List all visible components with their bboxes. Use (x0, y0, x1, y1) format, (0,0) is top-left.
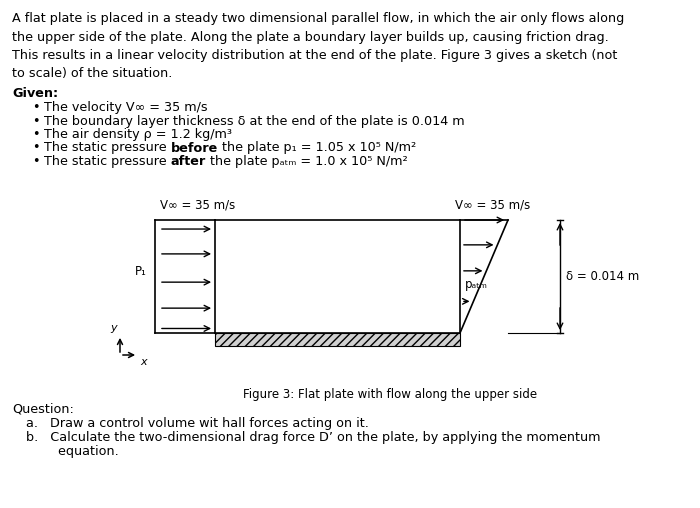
Text: equation.: equation. (26, 445, 119, 458)
Text: δ = 0.014 m: δ = 0.014 m (566, 270, 639, 283)
Text: •: • (32, 101, 39, 114)
Text: V∞ = 35 m/s: V∞ = 35 m/s (455, 199, 531, 212)
Text: •: • (32, 128, 39, 141)
Text: •: • (32, 142, 39, 154)
Text: •: • (32, 114, 39, 128)
Text: V∞ = 35 m/s: V∞ = 35 m/s (160, 199, 235, 212)
Text: A flat plate is placed in a steady two dimensional parallel flow, in which the a: A flat plate is placed in a steady two d… (12, 12, 624, 80)
Text: The static pressure: The static pressure (44, 142, 171, 154)
Text: before: before (171, 142, 218, 154)
Text: Question:: Question: (12, 402, 74, 415)
Text: a.   Draw a control volume wit hall forces acting on it.: a. Draw a control volume wit hall forces… (26, 417, 369, 430)
Text: The static pressure: The static pressure (44, 155, 171, 168)
Text: pₐₜₘ: pₐₜₘ (465, 278, 488, 291)
Text: Given:: Given: (12, 87, 58, 100)
Text: The air density ρ = 1.2 kg/m³: The air density ρ = 1.2 kg/m³ (44, 128, 232, 141)
Text: •: • (32, 155, 39, 168)
Text: the plate p₁ = 1.05 x 10⁵ N/m²: the plate p₁ = 1.05 x 10⁵ N/m² (218, 142, 416, 154)
Bar (215, 333, 460, 346)
Text: The boundary layer thickness δ at the end of the plate is 0.014 m: The boundary layer thickness δ at the en… (44, 114, 465, 128)
Text: the plate pₐₜₘ = 1.0 x 10⁵ N/m²: the plate pₐₜₘ = 1.0 x 10⁵ N/m² (206, 155, 407, 168)
Text: y: y (111, 323, 117, 333)
Text: after: after (171, 155, 206, 168)
Text: b.   Calculate the two-dimensional drag force D’ on the plate, by applying the m: b. Calculate the two-dimensional drag fo… (26, 431, 601, 444)
Text: P₁: P₁ (135, 265, 147, 278)
Text: Figure 3: Flat plate with flow along the upper side: Figure 3: Flat plate with flow along the… (243, 388, 537, 401)
Text: x: x (140, 357, 146, 367)
Text: The velocity V∞ = 35 m/s: The velocity V∞ = 35 m/s (44, 101, 208, 114)
